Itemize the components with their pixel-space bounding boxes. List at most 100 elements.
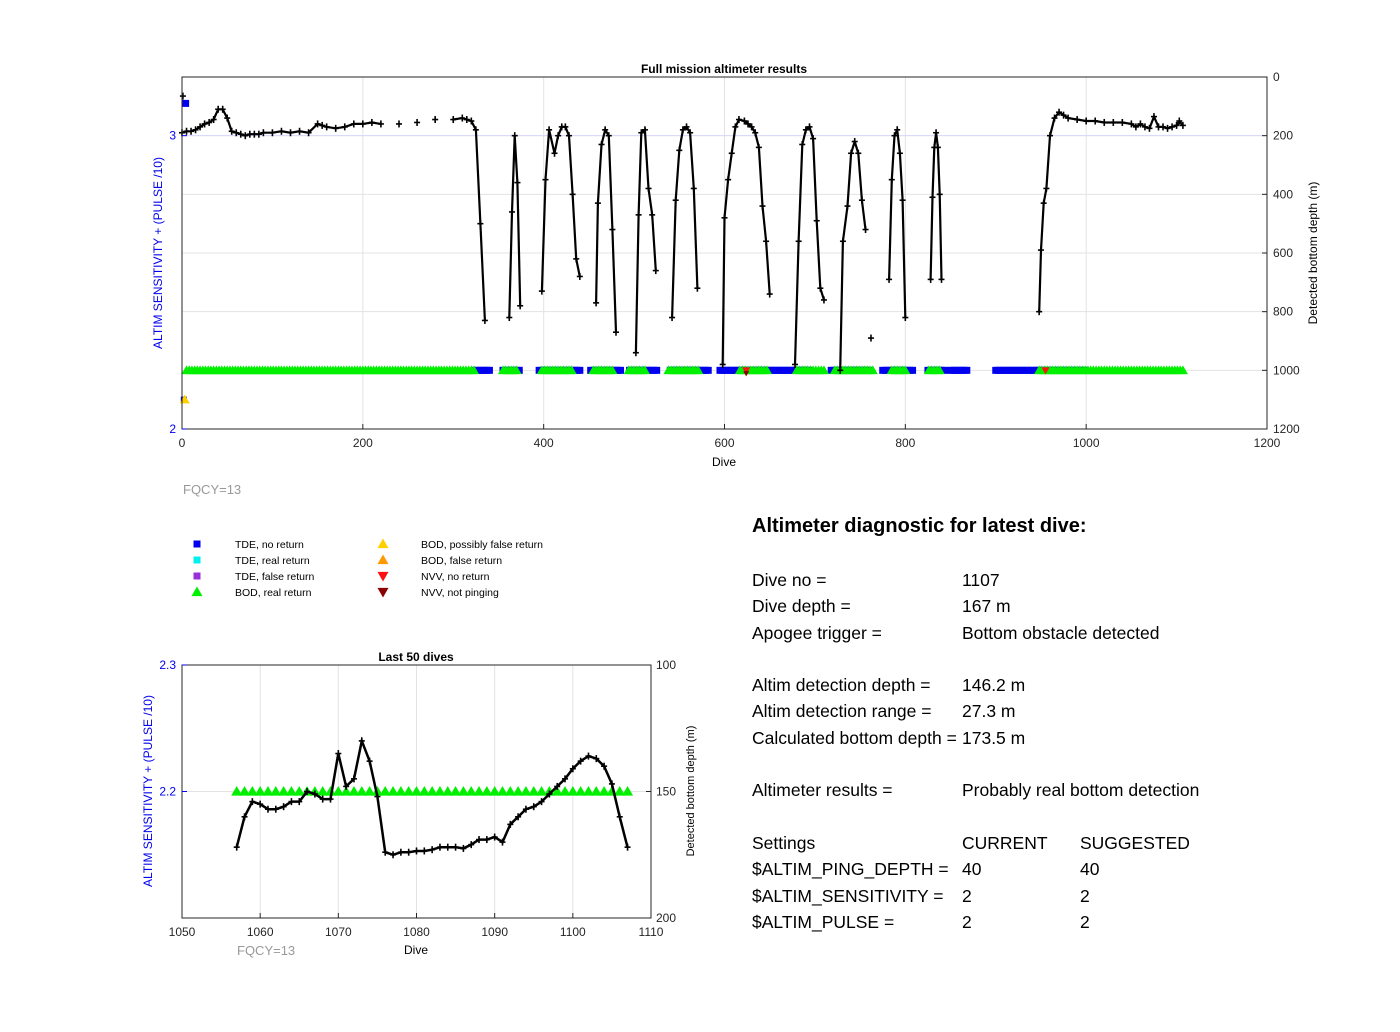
bottom-depth-point	[799, 140, 806, 148]
small-x-tick-label: 1060	[247, 925, 274, 939]
setting-ping-depth-label: $ALTIM_PING_DEPTH =	[752, 859, 949, 880]
bottom-depth-point	[732, 123, 739, 131]
bottom-depth-point	[359, 120, 366, 128]
bottom-depth-point	[319, 121, 326, 129]
small-bod-real-return-marker	[590, 786, 602, 796]
bottom-depth-point	[902, 314, 909, 322]
bottom-depth-point	[813, 217, 820, 225]
tde-no-return-marker	[576, 366, 584, 374]
small-bottom-depth-point	[460, 844, 467, 852]
bottom-depth-point	[855, 149, 862, 157]
small-bottom-depth-point	[350, 775, 357, 783]
bottom-depth-point	[687, 129, 694, 137]
bottom-depth-point	[210, 116, 217, 124]
nvv-no-return-marker	[742, 367, 751, 375]
small-bod-real-return-marker	[270, 786, 282, 796]
bottom-depth-point	[569, 190, 576, 198]
small-x-tick-label: 1080	[403, 925, 430, 939]
bottom-depth-point	[766, 290, 773, 298]
small-bod-real-return-marker	[598, 786, 610, 796]
small-bottom-depth-point	[499, 838, 506, 846]
small-bottom-depth-point	[366, 757, 373, 765]
small-bottom-depth-point	[233, 843, 240, 851]
altimeter-results-row: Altimeter results = Probably real bottom…	[752, 777, 1392, 803]
small-bottom-depth-point	[444, 843, 451, 851]
bottom-depth-point	[638, 129, 645, 137]
legend-item: BOD, false return	[377, 554, 502, 567]
bottom-depth-point	[481, 316, 488, 324]
small-bod-real-return-marker	[293, 786, 305, 796]
small-bottom-depth-point	[436, 843, 443, 851]
bottom-depth-point	[899, 196, 906, 204]
small-bod-real-return-marker	[246, 786, 258, 796]
bottom-depth-point	[260, 129, 267, 137]
dive-depth-label: Dive depth =	[752, 596, 851, 617]
setting-sensitivity-row: $ALTIM_SENSITIVITY = 2 2	[752, 883, 1392, 909]
bod-real-return-marker	[818, 365, 829, 375]
bottom-depth-point	[938, 275, 945, 283]
legend-marker	[193, 540, 201, 548]
setting-ping-depth-current: 40	[962, 859, 982, 880]
bottom-depth-point	[450, 116, 457, 124]
bottom-depth-point	[652, 267, 659, 275]
setting-ping-depth-row: $ALTIM_PING_DEPTH = 40 40	[752, 856, 1392, 882]
small-bod-real-return-marker	[348, 786, 360, 796]
legend-item: TDE, false return	[193, 571, 315, 583]
bottom-depth-point	[414, 118, 421, 126]
bottom-depth-point	[1037, 246, 1044, 254]
small-bottom-depth-line	[235, 736, 629, 857]
small-bod-real-return-marker	[473, 786, 485, 796]
main-right-y-tick-label: 1200	[1273, 422, 1300, 436]
main-chart-title: Full mission altimeter results	[641, 62, 807, 76]
diagnostic-title: Altimeter diagnostic for latest dive:	[752, 515, 1087, 537]
setting-pulse-current: 2	[962, 911, 972, 932]
main-left-y-ticks: 23	[169, 129, 187, 436]
settings-suggested-header: SUGGESTED	[1080, 832, 1190, 853]
bottom-depth-point	[719, 360, 726, 368]
bottom-depth-point	[848, 149, 855, 157]
tde-no-return-marker	[963, 366, 971, 374]
bottom-depth-point	[594, 199, 601, 207]
small-bod-real-return-marker	[418, 786, 430, 796]
small-bod-real-return-marker	[551, 786, 563, 796]
bottom-depth-point	[1173, 121, 1180, 129]
legend-item: TDE, real return	[193, 555, 310, 567]
small-right-y-label: Detected bottom depth (m)	[685, 726, 697, 857]
bottom-depth-point	[192, 126, 199, 134]
bod-real-return-marker	[639, 365, 650, 375]
legend-item: BOD, possibly false return	[377, 538, 543, 551]
bod-real-return-marker	[566, 365, 577, 375]
altimeter-results-value: Probably real bottom detection	[962, 780, 1200, 801]
setting-sensitivity-current: 2	[962, 885, 972, 906]
small-bottom-depth-point	[616, 813, 623, 821]
small-bod-real-return-marker	[325, 786, 337, 796]
bottom-depth-point	[323, 123, 330, 131]
bottom-depth-point	[605, 132, 612, 140]
bottom-depth-point	[542, 176, 549, 184]
legend-marker	[193, 556, 201, 564]
bottom-depth-point	[820, 296, 827, 304]
small-bod-real-return-markers	[231, 786, 634, 796]
main-left-y-label: ALTIM SENSITIVITY + (PULSE /10)	[151, 157, 165, 349]
bottom-depth-point	[679, 126, 686, 134]
legend-item-label: BOD, false return	[421, 555, 502, 567]
bottom-depth-point	[287, 129, 294, 137]
small-bottom-depth-point	[311, 790, 318, 798]
small-x-tick-label: 1050	[169, 925, 196, 939]
bottom-depth-point	[613, 328, 619, 336]
bottom-depth-point	[517, 302, 524, 310]
small-bottom-depth-point	[507, 820, 514, 828]
legend-marker	[377, 538, 389, 549]
bod-real-return-marker	[469, 365, 480, 375]
bottom-depth-point	[1179, 121, 1186, 129]
legend: TDE, no return TDE, real return TDE, false…	[191, 538, 543, 599]
bottom-depth-point	[1146, 124, 1153, 132]
bottom-depth-point	[459, 114, 466, 122]
main-chart: Full mission altimeter results 0 200 400 60…	[151, 62, 1320, 497]
small-bottom-depth-point	[585, 752, 592, 760]
bod-real-return-marker	[867, 365, 878, 375]
bottom-depth-point	[810, 135, 817, 143]
small-left-y-tick-label: 2.3	[159, 658, 176, 672]
bottom-depth-point	[555, 132, 562, 140]
bottom-depth-point	[1164, 124, 1171, 132]
